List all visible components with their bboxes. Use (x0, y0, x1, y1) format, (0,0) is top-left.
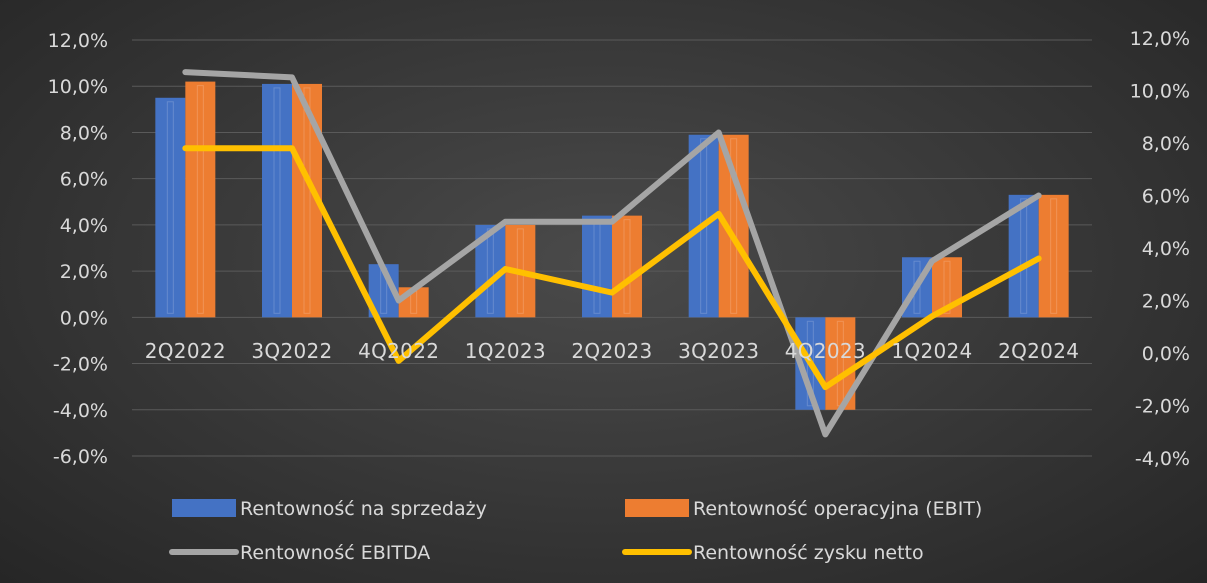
bar-highlight (623, 219, 631, 314)
left-tick-label: -2,0% (53, 354, 108, 376)
left-tick-label: -6,0% (53, 446, 108, 468)
line-net-profit (182, 145, 1042, 391)
right-tick-label: -2,0% (1135, 396, 1190, 418)
category-label: 3Q2023 (678, 339, 759, 363)
left-tick-label: 6,0% (60, 169, 108, 191)
category-label: 4Q2022 (358, 339, 439, 363)
bar-ebit (612, 215, 642, 318)
category-labels: 2Q2022 3Q2022 4Q2022 1Q2023 2Q2023 3Q2023 4Q20… (145, 339, 1079, 363)
line-ebitda (182, 69, 1042, 438)
bar-sales (1008, 194, 1039, 318)
category-label: 4Q2023 (785, 339, 866, 363)
right-tick-label: 12,0% (1130, 28, 1190, 50)
bar-highlight (166, 101, 174, 314)
bar-highlight (730, 138, 738, 314)
right-tick-label: 0,0% (1142, 343, 1190, 365)
bar-highlight (1020, 198, 1028, 314)
left-tick-label: 10,0% (48, 76, 108, 98)
bar-ebit (1038, 194, 1069, 318)
left-tick-label: 12,0% (48, 30, 108, 52)
right-axis-ticks: 12,0% 10,0% 8,0% 6,0% 4,0% 2,0% 0,0% -2,0% -4,0% (1130, 28, 1190, 470)
left-tick-label: 0,0% (60, 307, 108, 329)
right-tick-label: -4,0% (1135, 448, 1190, 470)
bar-ebit (185, 81, 216, 318)
right-tick-label: 2,0% (1142, 291, 1190, 313)
bar-sales (582, 215, 612, 318)
bar-highlight (273, 87, 281, 314)
bar-highlight (486, 228, 494, 314)
legend: Rentowność na sprzedaży Rentowność operac… (169, 498, 982, 564)
bar-highlight (1050, 198, 1058, 314)
legend-label: Rentowność EBITDA (240, 542, 430, 564)
legend-label: Rentowność operacyjna (EBIT) (693, 498, 982, 520)
legend-swatch (625, 499, 689, 517)
category-label: 2Q2022 (145, 339, 226, 363)
left-tick-label: 4,0% (60, 215, 108, 237)
left-tick-label: 2,0% (60, 261, 108, 283)
category-label: 2Q2024 (998, 339, 1079, 363)
category-label: 2Q2023 (571, 339, 652, 363)
bar-sales (262, 83, 292, 318)
legend-label: Rentowność na sprzedaży (240, 498, 487, 520)
bar-sales (155, 97, 186, 318)
bar-highlight (303, 87, 311, 314)
left-tick-label: 8,0% (60, 122, 108, 144)
right-tick-label: 10,0% (1130, 81, 1190, 103)
right-tick-label: 4,0% (1142, 238, 1190, 260)
left-tick-label: -4,0% (53, 400, 108, 422)
legend-swatch (172, 499, 236, 517)
category-label: 1Q2023 (465, 339, 546, 363)
right-tick-label: 8,0% (1142, 133, 1190, 155)
category-label: 1Q2024 (891, 339, 972, 363)
lines (182, 69, 1042, 438)
left-axis-ticks: 12,0% 10,0% 8,0% 6,0% 4,0% 2,0% 0,0% -2,0% -4,0%… (48, 30, 108, 468)
bar-highlight (196, 85, 204, 314)
category-label: 3Q2022 (251, 339, 332, 363)
legend-label: Rentowność zysku netto (693, 542, 924, 564)
right-tick-label: 6,0% (1142, 186, 1190, 208)
bar-highlight (943, 260, 951, 314)
